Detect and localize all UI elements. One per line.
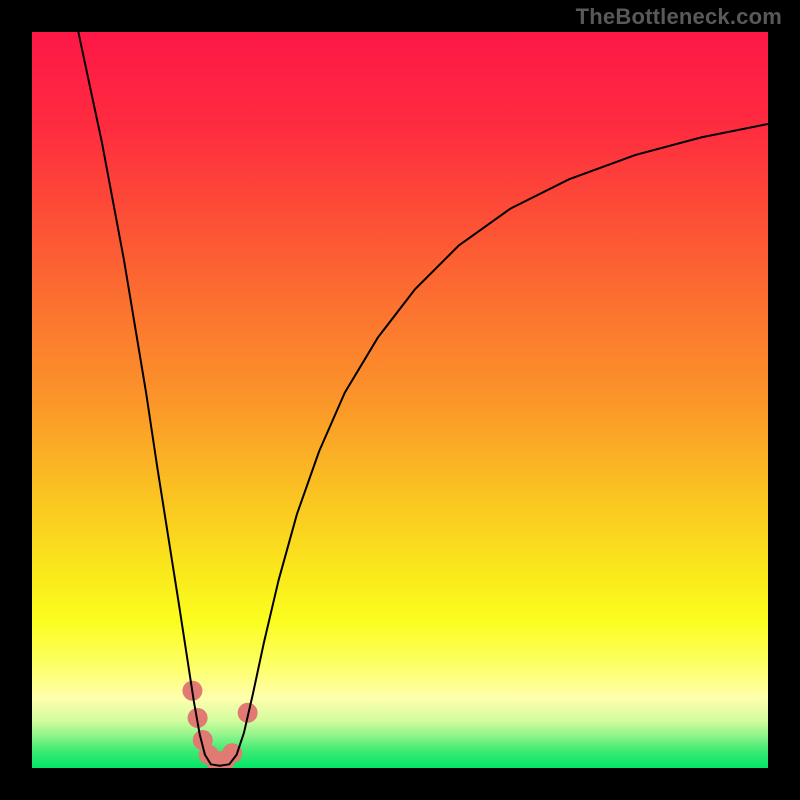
chart-background — [32, 32, 768, 768]
bottleneck-chart-svg — [32, 32, 768, 768]
watermark-text: TheBottleneck.com — [576, 4, 782, 30]
chart-frame: TheBottleneck.com — [0, 0, 800, 800]
plot-area — [32, 32, 768, 768]
